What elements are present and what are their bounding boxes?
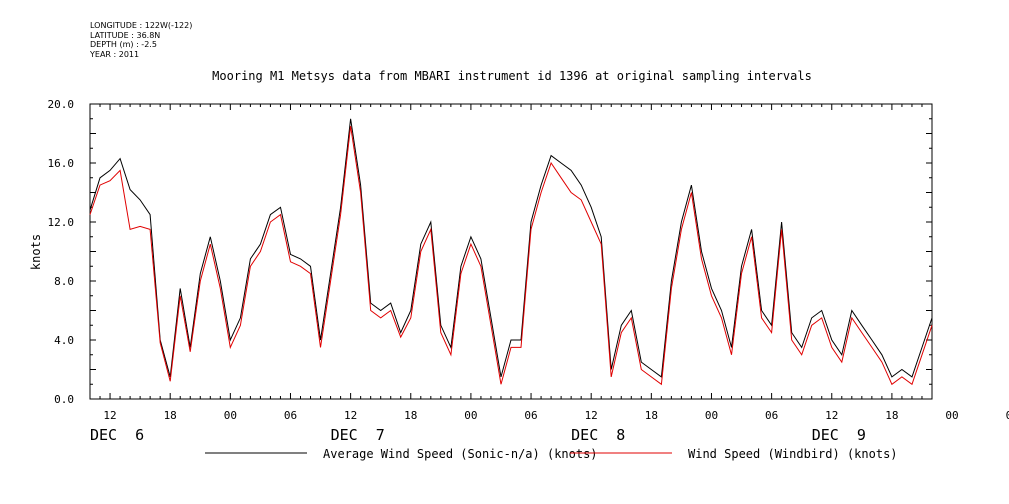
- hour-tick-label: 12: [585, 409, 598, 422]
- legend-label-average-wind-speed: Average Wind Speed (Sonic-n/a) (knots): [323, 447, 598, 461]
- latitude-label: LATITUDE : 36.8N: [90, 30, 161, 40]
- hour-tick-label: 00: [705, 409, 718, 422]
- day-label: DEC 9: [812, 426, 866, 444]
- hour-tick-label: 12: [825, 409, 838, 422]
- y-tick-labels: 0.0 4.0 8.0 12.0 16.0 20.0: [48, 98, 75, 406]
- hour-tick-label: 12: [103, 409, 116, 422]
- y-axis-label: knots: [29, 234, 43, 270]
- series-average-wind-speed: [89, 118, 933, 378]
- legend-label-wind-speed-windbird: Wind Speed (Windbird) (knots): [688, 447, 898, 461]
- hour-tick-label: 06: [284, 409, 297, 422]
- day-label: DEC 7: [331, 426, 385, 444]
- hour-tick-label: 06: [1006, 409, 1009, 422]
- station-metadata: LONGITUDE : 122W(-122) LATITUDE : 36.8N …: [90, 21, 192, 59]
- series-lines: [89, 118, 933, 386]
- hour-tick-label: 12: [344, 409, 357, 422]
- day-label: DEC 6: [90, 426, 144, 444]
- hour-tick-label: 00: [224, 409, 237, 422]
- plot-frame: [89, 103, 933, 400]
- year-label: YEAR : 2011: [90, 49, 140, 59]
- hour-tick-label: 00: [464, 409, 477, 422]
- y-tick-label: 4.0: [54, 334, 74, 347]
- y-tick-label: 0.0: [54, 393, 74, 406]
- hour-tick-label: 18: [645, 409, 658, 422]
- longitude-label: LONGITUDE : 122W(-122): [90, 21, 193, 30]
- hour-tick-label: 18: [404, 409, 417, 422]
- day-label: DEC 8: [571, 426, 625, 444]
- axis-ticks: [89, 103, 933, 400]
- hour-tick-label: 18: [885, 409, 898, 422]
- series-wind-speed-windbird: [89, 126, 933, 386]
- hour-tick-label: 06: [765, 409, 778, 422]
- hour-tick-label: 06: [524, 409, 537, 422]
- depth-label: DEPTH (m) : -2.5: [90, 40, 157, 49]
- y-tick-label: 20.0: [48, 98, 75, 111]
- y-tick-label: 12.0: [48, 216, 75, 229]
- y-tick-label: 8.0: [54, 275, 74, 288]
- hour-tick-label: 00: [945, 409, 958, 422]
- hour-tick-label: 18: [164, 409, 177, 422]
- legend: Average Wind Speed (Sonic-n/a) (knots) W…: [205, 447, 898, 461]
- chart-title: Mooring M1 Metsys data from MBARI instru…: [212, 69, 812, 83]
- y-tick-label: 16.0: [48, 157, 75, 170]
- x-tick-labels: 1218000612180006121800061218000612180006…: [90, 409, 1009, 444]
